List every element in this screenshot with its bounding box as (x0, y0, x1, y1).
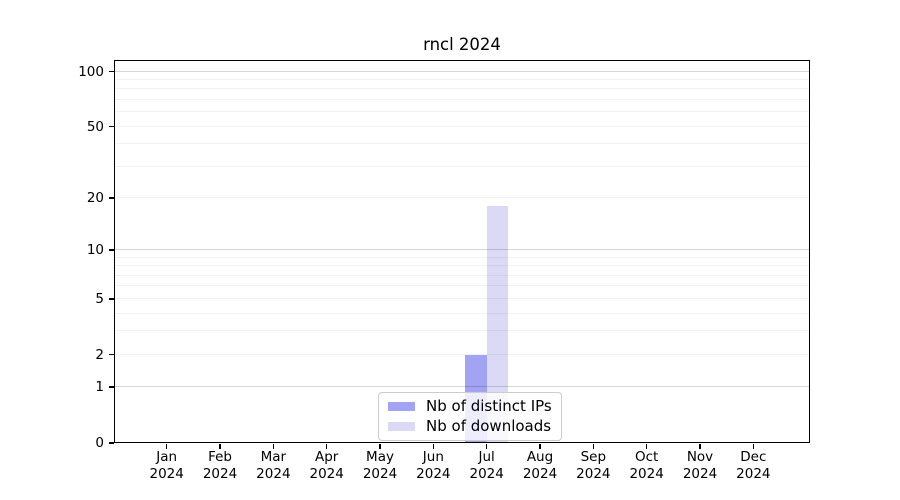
chart-title: rncl 2024 (423, 35, 501, 54)
y-tick-mark (109, 125, 114, 128)
x-tick-mark (539, 443, 541, 449)
axes-frame (114, 60, 810, 443)
x-tick-mark (325, 443, 328, 449)
bar-nb-of-downloads (486, 206, 509, 443)
x-tick-label: Apr 2024 (309, 449, 344, 482)
y-tick-label: 0 (95, 435, 104, 451)
legend: Nb of distinct IPs Nb of downloads (378, 392, 562, 441)
y-tick-label: 1 (95, 379, 104, 396)
legend-item: Nb of downloads (388, 418, 552, 435)
minor-gridline (114, 165, 810, 167)
y-tick-label: 2 (95, 346, 104, 363)
major-gridline (114, 70, 810, 72)
x-tick-label: Dec 2024 (736, 449, 771, 482)
x-tick-mark (752, 443, 755, 449)
y-tick-mark (109, 197, 114, 199)
legend-item: Nb of distinct IPs (388, 398, 552, 415)
minor-gridline (114, 274, 810, 276)
minor-gridline (114, 256, 810, 258)
plot-area (114, 60, 810, 443)
x-tick-mark (592, 443, 595, 449)
x-tick-label: Mar 2024 (256, 449, 291, 482)
x-tick-label: Jul 2024 (469, 449, 504, 482)
y-tick-mark (109, 70, 114, 73)
x-tick-mark (485, 443, 488, 449)
major-gridline (114, 386, 810, 388)
minor-gridline (114, 297, 810, 299)
minor-gridline (114, 79, 810, 81)
y-tick-label: 10 (86, 242, 104, 259)
x-tick-label: Aug 2024 (522, 449, 558, 482)
minor-gridline (114, 353, 810, 355)
y-tick-mark (109, 298, 114, 300)
minor-gridline (114, 312, 810, 314)
y-tick-mark (109, 353, 114, 356)
minor-gridline (114, 285, 810, 287)
x-tick-label: May 2024 (362, 449, 398, 482)
y-tick-label: 100 (78, 63, 104, 80)
legend-swatch (388, 402, 415, 411)
x-tick-mark (699, 443, 701, 449)
y-tick-label: 5 (95, 290, 104, 307)
minor-gridline (114, 111, 810, 113)
x-tick-label: Sep 2024 (576, 449, 611, 482)
y-tick-mark (109, 249, 114, 251)
x-tick-label: Oct 2024 (629, 449, 664, 482)
y-tick-label: 50 (86, 118, 104, 135)
x-tick-mark (165, 443, 168, 449)
minor-gridline (114, 99, 810, 101)
x-tick-label: Feb 2024 (202, 449, 238, 482)
legend-label: Nb of distinct IPs (426, 397, 552, 415)
minor-gridline (114, 143, 810, 145)
y-tick-label: 20 (86, 190, 104, 207)
x-tick-mark (432, 443, 435, 449)
legend-label: Nb of downloads (426, 417, 552, 435)
legend-swatch (388, 422, 415, 431)
x-tick-mark (272, 443, 275, 449)
minor-gridline (114, 330, 810, 332)
minor-gridline (114, 265, 810, 267)
x-tick-label: Jan 2024 (149, 449, 184, 482)
y-tick-mark (109, 442, 114, 444)
minor-gridline (114, 125, 810, 127)
major-gridline (114, 249, 810, 251)
x-tick-mark (645, 443, 648, 449)
y-tick-mark (109, 386, 114, 389)
minor-gridline (114, 197, 810, 199)
x-tick-mark (219, 443, 221, 449)
x-tick-label: Nov 2024 (682, 449, 718, 482)
x-tick-mark (379, 443, 381, 449)
x-tick-label: Jun 2024 (416, 449, 451, 482)
minor-gridline (114, 88, 810, 90)
